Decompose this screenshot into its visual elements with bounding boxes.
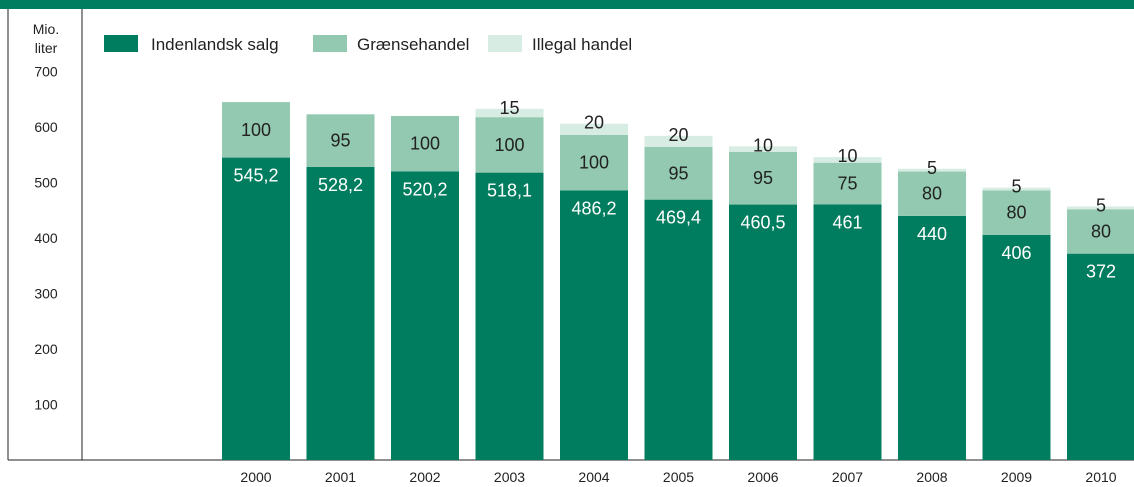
- data-label-graensehandel: 95: [330, 131, 350, 151]
- y-unit-label-line2: liter: [35, 40, 58, 56]
- bar-segment-indenlandsk-salg: [391, 171, 459, 460]
- data-label-indenlandsk-salg: 440: [917, 224, 947, 244]
- data-label-graensehandel: 80: [1091, 221, 1111, 241]
- data-label-graensehandel: 100: [494, 135, 524, 155]
- data-label-illegal-handel: 20: [584, 113, 604, 133]
- data-label-indenlandsk-salg: 486,2: [571, 198, 616, 218]
- data-label-indenlandsk-salg: 469,4: [656, 208, 701, 228]
- legend-label-illegal-handel: Illegal handel: [532, 35, 632, 54]
- data-label-indenlandsk-salg: 406: [1001, 243, 1031, 263]
- data-label-graensehandel: 75: [837, 173, 857, 193]
- bar-segment-illegal-handel: [644, 135, 713, 147]
- bar-segment-indenlandsk-salg: [1067, 253, 1134, 460]
- data-label-indenlandsk-salg: 528,2: [318, 175, 363, 195]
- x-axis-ticks: 2000 2001 2002 2003 2004 2005 2006 2007 2008 2009…: [240, 469, 1116, 485]
- bars: [222, 102, 1134, 461]
- y-tick-label: 100: [34, 397, 58, 413]
- data-label-indenlandsk-salg: 518,1: [487, 181, 532, 201]
- bar-segment-illegal-handel: [898, 168, 966, 172]
- x-tick-label: 2005: [663, 469, 694, 485]
- y-tick-label: 200: [34, 341, 58, 357]
- bar-segment-graensehandel: [560, 134, 628, 191]
- bar-segment-indenlandsk-salg: [222, 157, 290, 460]
- x-tick-label: 2000: [240, 469, 271, 485]
- x-tick-label: 2007: [832, 469, 863, 485]
- legend-label-indenlandsk-salg: Indenlandsk salg: [151, 35, 279, 54]
- y-tick-label: 600: [34, 119, 58, 135]
- legend: Indenlandsk salg Grænsehandel Illegal ha…: [104, 35, 632, 54]
- data-label-graensehandel: 80: [1006, 203, 1026, 223]
- bar-segment-graensehandel: [813, 162, 882, 205]
- x-tick-label: 2009: [1001, 469, 1032, 485]
- bar-segment-graensehandel: [222, 102, 290, 158]
- y-tick-label: 400: [34, 230, 58, 246]
- x-tick-label: 2002: [409, 469, 440, 485]
- bar-segment-illegal-handel: [729, 146, 797, 152]
- legend-swatch-indenlandsk-salg: [104, 35, 138, 52]
- legend-swatch-graensehandel: [313, 35, 347, 52]
- data-label-illegal-handel: 10: [753, 135, 773, 155]
- data-label-illegal-handel: 20: [668, 125, 688, 145]
- x-tick-label: 2003: [494, 469, 525, 485]
- data-label-indenlandsk-salg: 520,2: [402, 179, 447, 199]
- data-label-illegal-handel: 5: [1096, 196, 1106, 216]
- data-label-graensehandel: 100: [410, 134, 440, 154]
- bar-segment-indenlandsk-salg: [560, 190, 628, 460]
- bar-segment-indenlandsk-salg: [729, 204, 797, 460]
- legend-swatch-illegal-handel: [488, 35, 522, 52]
- bar-segment-indenlandsk-salg: [306, 167, 375, 461]
- x-tick-label: 2008: [916, 469, 947, 485]
- bar-segment-illegal-handel: [560, 123, 628, 135]
- bar-segment-graensehandel: [475, 117, 544, 173]
- data-label-illegal-handel: 10: [837, 146, 857, 166]
- data-label-graensehandel: 95: [753, 168, 773, 188]
- data-label-indenlandsk-salg: 460,5: [740, 213, 785, 233]
- legend-label-graensehandel: Grænsehandel: [357, 35, 469, 54]
- x-tick-label: 2006: [747, 469, 778, 485]
- x-tick-label: 2010: [1085, 469, 1116, 485]
- data-label-indenlandsk-salg: 372: [1086, 262, 1116, 282]
- bar-segment-graensehandel: [1067, 209, 1134, 254]
- bar-segment-indenlandsk-salg: [898, 215, 966, 460]
- bar-segment-illegal-handel: [475, 108, 544, 118]
- y-tick-label: 500: [34, 175, 58, 191]
- data-label-graensehandel: 95: [668, 163, 688, 183]
- top-accent-bar: [0, 0, 1134, 9]
- bar-segment-illegal-handel: [813, 157, 882, 163]
- bar-segment-illegal-handel: [1067, 206, 1134, 210]
- bar-segment-indenlandsk-salg: [644, 199, 713, 460]
- data-label-graensehandel: 100: [241, 120, 271, 140]
- bar-segment-graensehandel: [306, 114, 375, 168]
- data-label-graensehandel: 80: [922, 184, 942, 204]
- data-label-indenlandsk-salg: 461: [832, 212, 862, 232]
- data-label-indenlandsk-salg: 545,2: [233, 166, 278, 186]
- x-tick-label: 2004: [578, 469, 609, 485]
- y-tick-label: 300: [34, 286, 58, 302]
- data-label-illegal-handel: 15: [499, 98, 519, 118]
- data-label-illegal-handel: 5: [927, 158, 937, 178]
- bar-segment-graensehandel: [644, 146, 713, 200]
- y-axis-ticks: 100 200 300 400 500 600 700: [34, 64, 58, 413]
- bar-segment-illegal-handel: [982, 187, 1051, 191]
- bar-segment-indenlandsk-salg: [475, 172, 544, 460]
- bar-segment-graensehandel: [898, 171, 966, 216]
- data-label-graensehandel: 100: [579, 153, 609, 173]
- bar-segment-graensehandel: [982, 190, 1051, 235]
- y-tick-label: 700: [34, 64, 58, 80]
- data-labels: 545,2 100 528,2 95 520,2 100 518,1 100 15 486,2 10…: [233, 98, 1116, 282]
- bar-segment-graensehandel: [729, 151, 797, 205]
- y-unit-label-line1: Mio.: [33, 21, 59, 37]
- data-label-illegal-handel: 5: [1011, 177, 1021, 197]
- bar-segment-graensehandel: [391, 115, 459, 172]
- x-tick-label: 2001: [325, 469, 356, 485]
- bar-segment-indenlandsk-salg: [982, 234, 1051, 460]
- bar-segment-indenlandsk-salg: [813, 204, 882, 460]
